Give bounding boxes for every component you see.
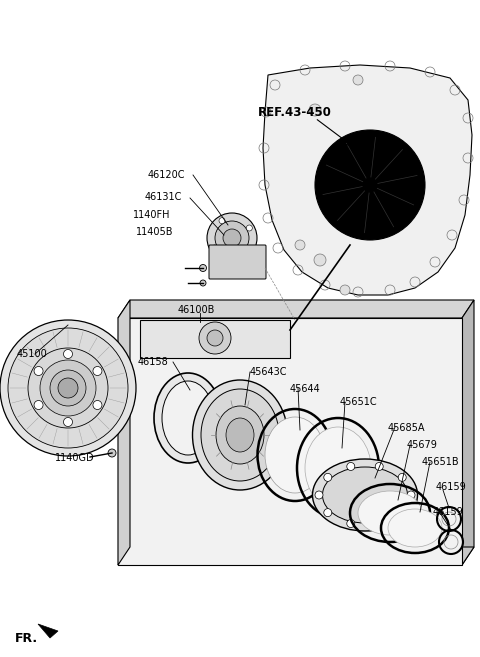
Circle shape — [239, 252, 245, 258]
Circle shape — [353, 75, 363, 85]
Circle shape — [398, 509, 406, 516]
Circle shape — [375, 520, 383, 528]
FancyBboxPatch shape — [209, 245, 266, 279]
Ellipse shape — [265, 417, 325, 493]
Circle shape — [315, 130, 425, 240]
Circle shape — [40, 360, 96, 416]
Polygon shape — [118, 318, 462, 565]
Circle shape — [199, 322, 231, 354]
Text: 46159: 46159 — [436, 482, 467, 492]
Text: 45685A: 45685A — [388, 423, 425, 433]
Circle shape — [200, 280, 206, 286]
Text: 45100: 45100 — [17, 349, 48, 359]
Text: 46158: 46158 — [138, 357, 169, 367]
Circle shape — [200, 265, 206, 271]
Ellipse shape — [201, 389, 279, 481]
Circle shape — [215, 221, 249, 255]
Circle shape — [340, 285, 350, 295]
Ellipse shape — [154, 373, 222, 463]
Circle shape — [295, 240, 305, 250]
Circle shape — [207, 213, 257, 263]
Circle shape — [219, 217, 225, 223]
Text: 45679: 45679 — [407, 440, 438, 450]
Ellipse shape — [216, 406, 264, 464]
Polygon shape — [118, 300, 474, 318]
Ellipse shape — [388, 509, 442, 547]
Text: 45643C: 45643C — [250, 367, 288, 377]
Circle shape — [309, 104, 321, 116]
Ellipse shape — [192, 380, 288, 490]
Text: REF.43-450: REF.43-450 — [258, 106, 332, 120]
Ellipse shape — [312, 459, 418, 531]
Ellipse shape — [323, 467, 408, 523]
Circle shape — [212, 245, 217, 251]
Polygon shape — [263, 65, 472, 295]
Text: 1140GD: 1140GD — [55, 453, 95, 463]
Polygon shape — [462, 300, 474, 565]
Polygon shape — [118, 300, 130, 565]
Text: 46159: 46159 — [433, 507, 464, 517]
Ellipse shape — [162, 381, 214, 455]
Polygon shape — [140, 320, 290, 358]
Text: 45644: 45644 — [290, 384, 321, 394]
Circle shape — [34, 367, 43, 376]
Circle shape — [315, 491, 323, 499]
Circle shape — [34, 401, 43, 409]
Text: 45651C: 45651C — [340, 397, 378, 407]
Circle shape — [347, 463, 355, 470]
Circle shape — [58, 378, 78, 398]
Text: 45651B: 45651B — [422, 457, 460, 467]
Circle shape — [93, 401, 102, 409]
Polygon shape — [118, 547, 474, 565]
Ellipse shape — [226, 418, 254, 452]
Circle shape — [8, 328, 128, 448]
Circle shape — [93, 367, 102, 376]
Text: 11405B: 11405B — [136, 227, 173, 237]
Circle shape — [63, 350, 72, 359]
Text: 46100B: 46100B — [178, 305, 216, 315]
Circle shape — [407, 491, 415, 499]
Circle shape — [0, 320, 136, 456]
Text: FR.: FR. — [15, 631, 38, 645]
Circle shape — [63, 417, 72, 426]
Circle shape — [246, 225, 252, 231]
Circle shape — [207, 330, 223, 346]
Text: 46131C: 46131C — [145, 192, 182, 202]
Circle shape — [314, 254, 326, 266]
Circle shape — [375, 463, 383, 470]
Ellipse shape — [305, 427, 371, 509]
Circle shape — [324, 509, 332, 516]
Text: 1140FH: 1140FH — [133, 210, 170, 220]
Circle shape — [28, 348, 108, 428]
Text: 46120C: 46120C — [148, 170, 185, 180]
Ellipse shape — [358, 491, 422, 535]
Circle shape — [347, 520, 355, 528]
Circle shape — [223, 229, 241, 247]
Circle shape — [108, 449, 116, 457]
Circle shape — [50, 370, 86, 406]
Circle shape — [324, 473, 332, 482]
Circle shape — [398, 473, 406, 482]
Polygon shape — [38, 624, 58, 638]
